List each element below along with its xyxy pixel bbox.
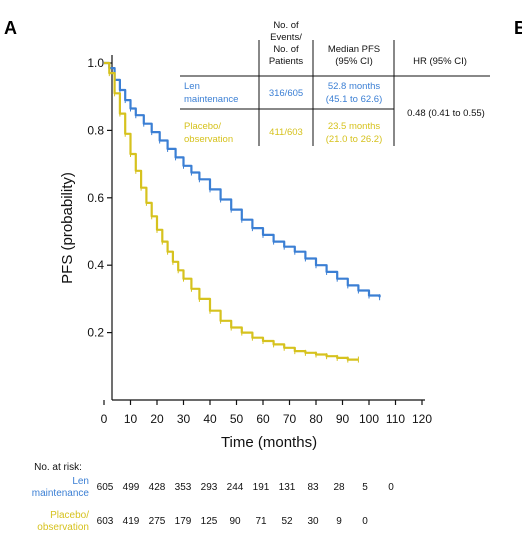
y-axis-ticks: 0.2 0.4 0.6 0.8 1.0 <box>87 56 112 340</box>
y-axis-title: PFS (probability) <box>59 172 76 284</box>
row-len-median-1: 52.8 months <box>328 81 381 92</box>
at-risk-placebo-label-2: observation <box>37 522 89 533</box>
y-tick-label: 0.2 <box>87 326 104 340</box>
series-line-placebo <box>104 61 359 361</box>
x-tick-label: 30 <box>177 412 191 426</box>
x-tick-label: 120 <box>412 412 432 426</box>
x-tick-label: 90 <box>336 412 350 426</box>
at-risk-count-len: 191 <box>253 482 270 493</box>
x-tick-label: 10 <box>124 412 138 426</box>
row-len-events: 316/605 <box>269 88 303 99</box>
at-risk-counts: 605 499 428 353 293 244 191 131 83 28 5 0 603 419 275 1… <box>97 482 395 527</box>
x-tick-label: 60 <box>256 412 270 426</box>
header-hr: HR (95% CI) <box>413 56 467 67</box>
at-risk-placebo-label-1: Placebo/ <box>50 510 89 521</box>
at-risk-count-len: 353 <box>175 482 192 493</box>
header-median-2: (95% CI) <box>335 56 372 67</box>
at-risk-count-len: 428 <box>149 482 166 493</box>
y-tick-label: 0.4 <box>87 258 104 272</box>
y-tick-label: 1.0 <box>87 56 104 70</box>
at-risk-count-len: 499 <box>123 482 140 493</box>
at-risk-count-len: 5 <box>362 482 368 493</box>
x-tick-label: 80 <box>309 412 323 426</box>
x-tick-label: 100 <box>359 412 379 426</box>
at-risk-len-label-1: Len <box>72 476 89 487</box>
at-risk-title: No. at risk: <box>34 462 82 473</box>
x-tick-label: 50 <box>230 412 244 426</box>
row-placebo-median-2: (21.0 to 26.2) <box>326 134 383 145</box>
header-median-1: Median PFS <box>328 44 380 55</box>
row-len-median-2: (45.1 to 62.6) <box>326 94 383 105</box>
x-axis-title: Time (months) <box>221 434 317 451</box>
summary-table: No. of Events/ No. of Patients Median PF… <box>180 20 490 146</box>
x-tick-label: 0 <box>101 412 108 426</box>
x-tick-label: 20 <box>150 412 164 426</box>
header-events-3: No. of <box>273 44 299 55</box>
at-risk-count-placebo: 179 <box>175 516 192 527</box>
row-len-arm-1: Len <box>184 81 200 92</box>
at-risk-count-placebo: 603 <box>97 516 114 527</box>
row-placebo-events: 411/603 <box>269 127 303 138</box>
row-placebo-arm-2: observation <box>184 134 233 145</box>
at-risk-count-placebo: 9 <box>336 516 342 527</box>
row-len-arm-2: maintenance <box>184 94 238 105</box>
at-risk-count-len: 0 <box>388 482 394 493</box>
at-risk-count-placebo: 419 <box>123 516 140 527</box>
at-risk-count-placebo: 0 <box>362 516 368 527</box>
at-risk-count-len: 244 <box>227 482 244 493</box>
at-risk-count-placebo: 30 <box>307 516 319 527</box>
header-events-4: Patients <box>269 56 304 67</box>
at-risk-count-len: 293 <box>201 482 218 493</box>
at-risk-len-label-2: maintenance <box>32 488 90 499</box>
y-tick-label: 0.8 <box>87 123 104 137</box>
at-risk-count-len: 131 <box>279 482 296 493</box>
x-axis-ticks: 0 10 20 30 40 50 60 70 80 90 100 110 120 <box>101 400 432 426</box>
next-panel-label: B <box>514 18 522 38</box>
x-tick-label: 70 <box>283 412 297 426</box>
survival-curves <box>104 61 381 363</box>
x-tick-label: 110 <box>386 412 405 426</box>
header-events-2: Events/ <box>270 32 302 43</box>
y-tick-label: 0.6 <box>87 191 104 205</box>
row-placebo-median-1: 23.5 months <box>328 121 381 132</box>
at-risk-count-placebo: 52 <box>281 516 293 527</box>
at-risk-count-len: 28 <box>333 482 345 493</box>
at-risk-count-len: 605 <box>97 482 114 493</box>
at-risk-count-placebo: 125 <box>201 516 218 527</box>
header-events-1: No. of <box>273 20 299 31</box>
at-risk-count-placebo: 90 <box>229 516 241 527</box>
panel-label: A <box>4 18 17 38</box>
at-risk-count-placebo: 275 <box>149 516 166 527</box>
x-tick-label: 40 <box>203 412 217 426</box>
at-risk-count-placebo: 71 <box>255 516 267 527</box>
at-risk-table: No. at risk: Len maintenance Placebo/ ob… <box>32 462 394 533</box>
row-placebo-arm-1: Placebo/ <box>184 121 221 132</box>
at-risk-count-len: 83 <box>307 482 319 493</box>
hazard-ratio: 0.48 (0.41 to 0.55) <box>407 108 485 119</box>
